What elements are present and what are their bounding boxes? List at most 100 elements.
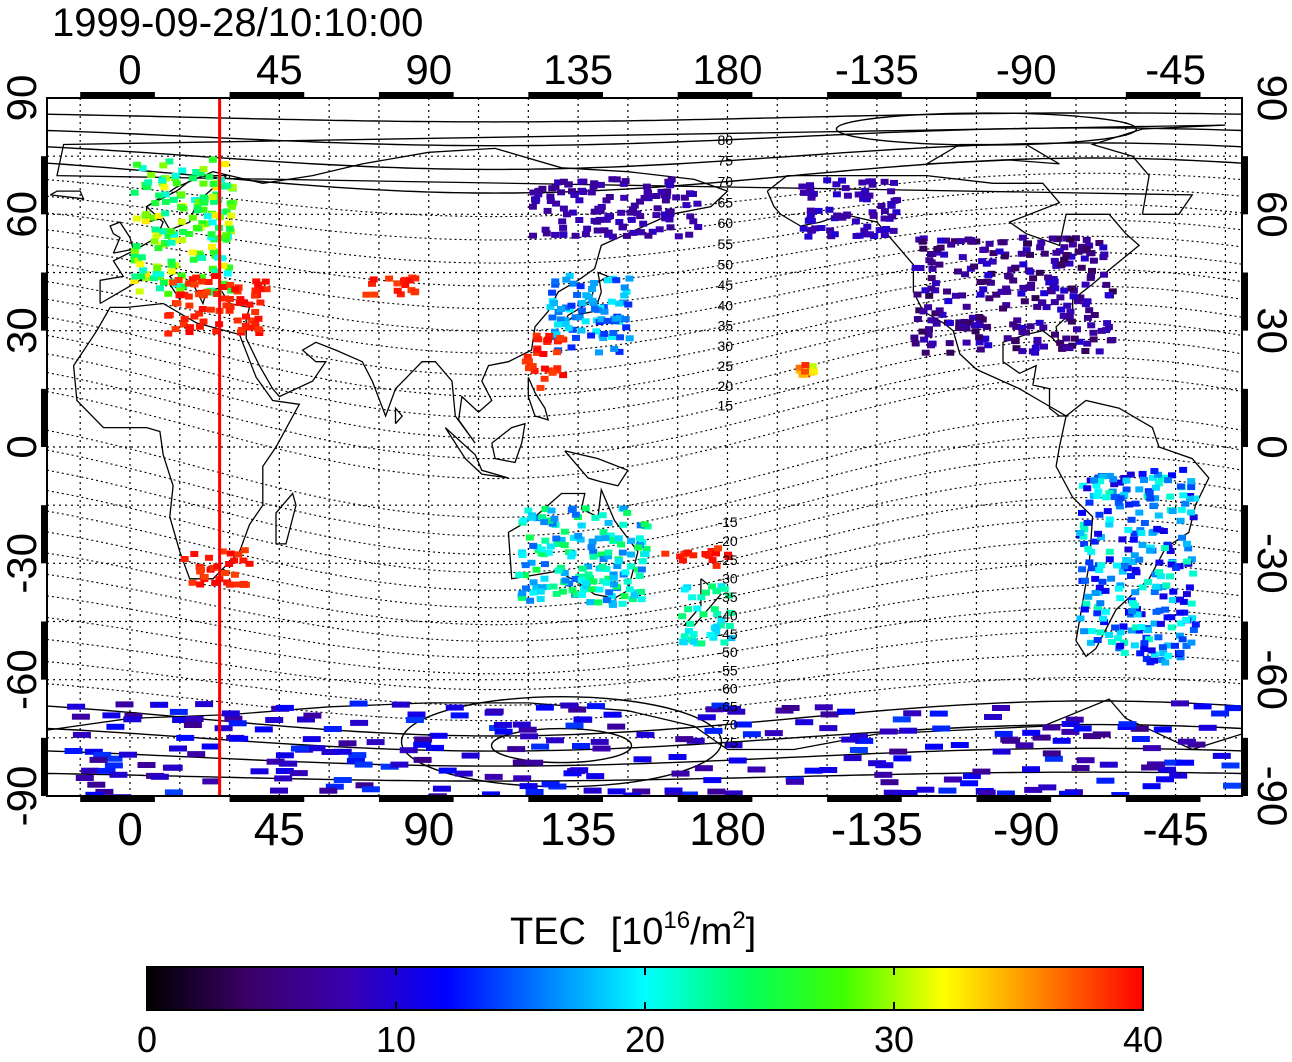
tec-cell: [689, 552, 698, 559]
south-pole-contour: [490, 727, 633, 764]
tec-cell: [865, 192, 874, 199]
tec-cell: [1083, 314, 1092, 321]
tec-cell: [355, 782, 374, 789]
tec-cell: [1083, 340, 1092, 347]
tec-cell: [194, 198, 203, 205]
tec-cell: [622, 232, 631, 239]
tec-cell: [632, 788, 651, 795]
tec-cell: [595, 349, 603, 356]
tec-cell: [717, 617, 726, 624]
tec-cell: [890, 197, 899, 204]
tec-cell: [1094, 488, 1103, 495]
tec-cell: [608, 599, 617, 606]
tec-cell: [543, 207, 552, 214]
tec-cell: [1105, 490, 1114, 497]
tec-cell: [558, 218, 567, 225]
tec-cell: [1160, 545, 1169, 552]
tec-cell: [742, 731, 761, 738]
tec-cell: [551, 278, 560, 285]
tec-cell: [1169, 772, 1188, 779]
tec-cell: [211, 579, 220, 586]
tec-cell: [1111, 624, 1120, 631]
tec-cell: [706, 631, 715, 638]
tec-cell: [892, 209, 901, 216]
tec-cell: [161, 240, 170, 246]
tec-cell: [151, 226, 160, 233]
tec-cell: [995, 248, 1004, 255]
tec-cell: [1166, 493, 1175, 500]
tec-cell: [137, 254, 146, 261]
tec-cell: [548, 289, 557, 296]
tec-cell: [239, 557, 248, 564]
tec-cell: [1009, 321, 1018, 328]
tec-cell: [858, 179, 867, 186]
tec-cell: [161, 210, 170, 217]
tec-cell: [1122, 557, 1131, 563]
tec-cell: [615, 300, 624, 307]
tec-cell: [603, 277, 612, 284]
left-lat-label: 60: [0, 191, 45, 238]
tec-cell: [1131, 589, 1140, 596]
tec-cell: [1182, 642, 1191, 649]
tec-cell: [671, 770, 690, 777]
tec-cell: [275, 768, 294, 774]
tec-cell: [1127, 516, 1136, 523]
tec-cell: [1011, 265, 1020, 272]
tec-cell: [553, 541, 562, 547]
tec-cell: [726, 609, 735, 616]
tec-cell: [686, 213, 695, 220]
tec-cell: [385, 275, 394, 282]
tec-cell: [200, 199, 209, 206]
tec-cell: [1156, 776, 1174, 783]
tec-cell: [222, 302, 231, 309]
tec-cell: [349, 700, 368, 707]
tec-cell: [461, 752, 480, 759]
tec-cell: [252, 278, 261, 285]
tec-cell: [1140, 646, 1149, 652]
tec-cell: [1187, 639, 1196, 646]
tec-cell: [944, 298, 953, 305]
tec-cell: [160, 184, 169, 191]
tec-cell: [250, 768, 269, 775]
tec-cell: [536, 596, 545, 602]
tec-cell: [1086, 639, 1095, 646]
tec-cell: [1155, 569, 1163, 576]
tec-cell: [225, 307, 234, 314]
tec-cell: [247, 324, 256, 331]
tec-cell: [981, 335, 990, 342]
tec-cell: [1080, 628, 1089, 635]
tec-cell: [747, 766, 766, 773]
tec-cell: [1013, 317, 1022, 324]
tec-cell: [1100, 251, 1109, 258]
tec-cell: [637, 566, 646, 573]
tec-cell: [567, 506, 576, 513]
tec-cell: [1083, 519, 1092, 526]
tec-cell: [230, 557, 239, 564]
tec-cell: [1091, 575, 1100, 582]
tec-cell: [123, 716, 142, 723]
tec-cell: [781, 705, 800, 711]
tec-cell: [640, 521, 649, 528]
tec-cell: [141, 271, 150, 278]
tec-cell: [210, 198, 219, 205]
tec-cell: [624, 301, 633, 308]
tec-cell: [927, 317, 936, 324]
tec-cell: [675, 736, 694, 743]
tec-cell: [571, 232, 580, 239]
tec-cell: [564, 325, 573, 332]
tec-cell: [679, 639, 688, 646]
tec-cell: [712, 628, 721, 635]
tec-cell: [622, 324, 631, 331]
tec-cell: [661, 550, 670, 557]
frame-bar: [80, 92, 155, 98]
tec-cell: [602, 197, 611, 204]
tec-cell: [212, 328, 221, 335]
tec-cell: [553, 338, 562, 345]
tec-cell: [224, 715, 243, 722]
tec-cell: [612, 176, 621, 183]
tec-cell: [521, 562, 530, 569]
tec-cell: [202, 289, 211, 296]
tec-cell: [689, 191, 697, 197]
tec-cell: [806, 211, 815, 218]
tec-cell: [903, 710, 922, 717]
